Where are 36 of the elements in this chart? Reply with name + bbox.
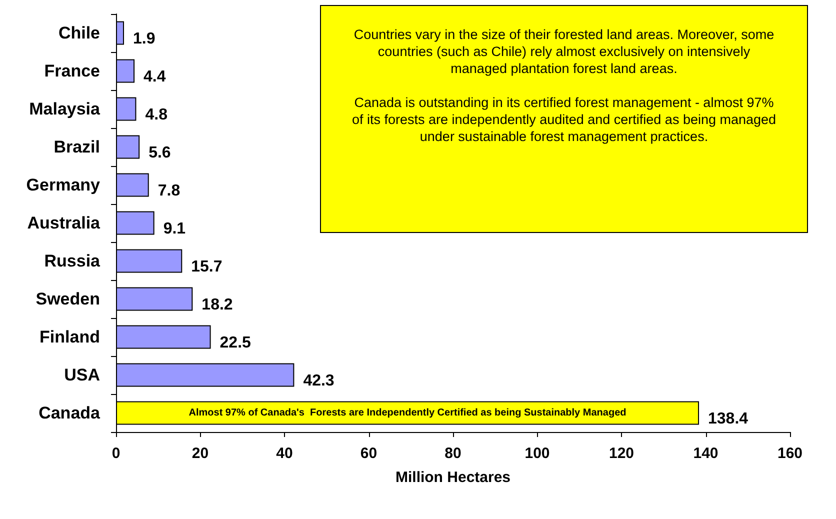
x-tick-label: 160	[777, 445, 803, 462]
x-tick-label: 40	[276, 445, 293, 462]
y-tick-label: Germany	[26, 176, 101, 194]
x-tick-label: 140	[693, 445, 718, 462]
y-tick-label: France	[44, 62, 100, 80]
y-tick-label: Brazil	[54, 138, 100, 156]
y-tick-label: Sweden	[36, 290, 100, 308]
annotation: Canada is outstanding in its certified forest management - almost 97% of its forests are independently audited and certified as being managed under sustainable forest management practices.	[351, 94, 777, 145]
y-tick-label: Malaysia	[29, 100, 101, 118]
note-box: Countries vary in the size of their forested land areas. Moreover, some countries (such as Chile) rely almost exclusively on intensively managed plantation forest land areas. Canada is outstanding in its certified forest management - almost 97% of its forests are independently audited and certified as being managed under sustainable forest management practices.	[320, 5, 808, 233]
y-tick-label: Chile	[58, 24, 100, 42]
x-tick-label: 100	[524, 445, 550, 462]
data-label: 4.8	[145, 106, 168, 124]
x-tick-label: 20	[192, 445, 209, 462]
y-tick-label: Finland	[40, 328, 100, 346]
x-axis-title: Million Hectares	[395, 469, 511, 486]
data-label: 42.3	[303, 372, 334, 390]
data-label: 5.6	[148, 144, 171, 162]
y-tick-label: Canada	[38, 404, 101, 422]
data-label: 138.4	[708, 410, 748, 428]
data-label: 22.5	[220, 334, 252, 352]
x-tick-label: 120	[608, 445, 634, 462]
data-label: 1.9	[133, 30, 156, 48]
data-label: 7.8	[158, 182, 180, 200]
annotation: Countries vary in the size of their forested land areas. Moreover, some countries (such as Chile) rely almost exclusively on intensively managed plantation forest land areas.	[352, 26, 776, 77]
y-tick-label: Australia	[27, 214, 101, 232]
x-tick-label: 60	[360, 445, 378, 462]
x-tick-label: 80	[444, 445, 462, 462]
annotation: Almost 97% of Canada's Forests are Independently Certified as being Sustainably Managed	[188, 408, 626, 418]
y-tick-label: Russia	[44, 252, 101, 270]
data-label: 18.2	[202, 296, 233, 314]
data-label: 9.1	[163, 220, 186, 238]
data-label: 15.7	[191, 258, 222, 276]
x-tick-label: 0	[112, 445, 120, 462]
y-tick-label: USA	[64, 366, 100, 384]
data-label: 4.4	[144, 68, 166, 86]
